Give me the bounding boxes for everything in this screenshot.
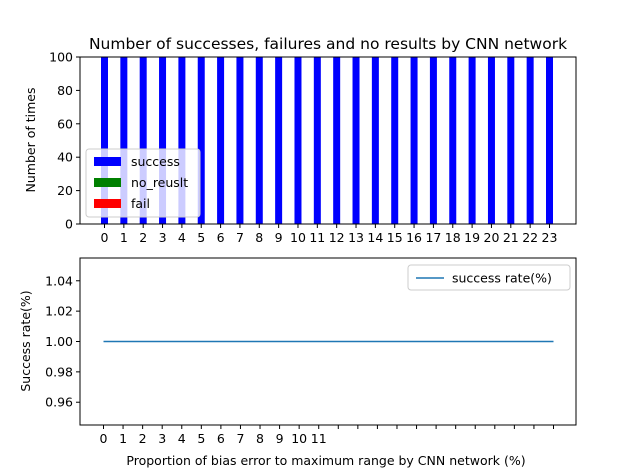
x-tick-label: 1 <box>119 431 127 446</box>
bar-success <box>546 57 553 224</box>
y-axis-ticks: 0 20 40 60 80 100 <box>49 50 80 232</box>
x-tick-label: 23 <box>542 230 558 245</box>
x-tick-label: 6 <box>217 230 225 245</box>
bar-success <box>275 57 283 224</box>
x-tick-label: 0 <box>100 431 108 446</box>
x-tick-label: 7 <box>236 230 244 245</box>
x-tick-label: 21 <box>503 230 519 245</box>
legend-swatch <box>94 199 121 208</box>
x-tick-label: 9 <box>276 431 284 446</box>
x-tick-label: 2 <box>139 230 147 245</box>
plot-frame <box>79 56 577 225</box>
bar-success <box>101 57 108 224</box>
bar-success <box>159 57 167 224</box>
x-tick-label: 8 <box>256 431 264 446</box>
y-axis-ticks: 0.96 0.98 1.00 1.02 1.04 <box>45 273 80 410</box>
y-tick-label: 1.02 <box>45 304 73 319</box>
x-tick-label: 22 <box>522 230 538 245</box>
bar-success <box>313 57 321 224</box>
bar-success <box>391 57 399 224</box>
x-axis-ticks: 0 1 2 3 4 5 6 7 8 9 10 11 <box>100 425 554 446</box>
x-tick-label: 5 <box>197 230 205 245</box>
x-tick-label: 4 <box>178 431 186 446</box>
x-tick-label: 6 <box>217 431 225 446</box>
x-tick-label: 20 <box>484 230 500 245</box>
bar-success <box>449 57 457 224</box>
y-tick-label: 0.96 <box>45 395 73 410</box>
y-tick-label: 0 <box>65 217 73 232</box>
y-tick-label: 1.04 <box>45 273 73 288</box>
line-chart: Proportion of bias error to maximum rang… <box>18 257 577 468</box>
y-tick-label: 80 <box>57 83 73 98</box>
bar-success <box>371 57 379 224</box>
x-tick-label: 16 <box>406 230 422 245</box>
bar-success <box>139 57 147 224</box>
bar-success <box>526 57 534 224</box>
bar-success <box>236 57 244 224</box>
bar-success <box>197 57 205 224</box>
x-tick-label: 7 <box>236 431 244 446</box>
bar-success <box>468 57 476 224</box>
x-tick-label: 3 <box>159 230 167 245</box>
bar-series <box>101 57 553 224</box>
bar-success <box>410 57 418 224</box>
x-tick-label: 5 <box>197 431 205 446</box>
x-tick-label: 17 <box>425 230 441 245</box>
y-tick-label: 20 <box>57 183 73 198</box>
bar-success <box>178 57 186 224</box>
x-tick-label: 3 <box>158 431 166 446</box>
legend-swatch <box>94 178 121 187</box>
bar-success <box>429 57 437 224</box>
x-tick-label: 2 <box>139 431 147 446</box>
x-tick-label: 11 <box>309 230 325 245</box>
x-tick-label: 13 <box>348 230 364 245</box>
legend-label: success <box>131 154 180 169</box>
x-tick-label: 4 <box>178 230 186 245</box>
bar-success <box>487 57 495 224</box>
x-tick-label: 19 <box>464 230 480 245</box>
plot-frame <box>79 257 577 426</box>
y-axis-label: Number of times <box>23 88 38 193</box>
y-axis-label: Success rate(%) <box>18 290 33 391</box>
x-tick-label: 14 <box>367 230 383 245</box>
legend-label: no_reuslt <box>131 175 188 190</box>
x-tick-label: 9 <box>275 230 283 245</box>
y-tick-label: 100 <box>49 50 73 65</box>
x-tick-label: 11 <box>311 431 327 446</box>
legend-box <box>407 264 571 291</box>
bar-success <box>217 57 225 224</box>
x-tick-label: 15 <box>387 230 403 245</box>
bar-success <box>507 57 515 224</box>
bar-success <box>120 57 128 224</box>
legend: success rate(%) <box>407 264 571 291</box>
bar-chart: Number of successes, failures and no res… <box>23 35 577 245</box>
x-tick-label: 10 <box>291 431 307 446</box>
legend-label: success rate(%) <box>452 271 552 286</box>
x-axis-ticks: 0 1 2 3 4 5 6 7 8 9 10 11 12 13 14 15 16 17 18 19 20 21 22 23 <box>101 224 558 245</box>
chart-title: Number of successes, failures and no res… <box>89 35 567 53</box>
bar-success <box>294 57 302 224</box>
bar-success <box>333 57 341 224</box>
bar-success <box>352 57 360 224</box>
x-tick-label: 12 <box>329 230 345 245</box>
x-axis-label: Proportion of bias error to maximum rang… <box>126 453 525 468</box>
bar-success <box>255 57 263 224</box>
legend-swatch <box>94 157 121 166</box>
y-tick-label: 40 <box>57 150 73 165</box>
legend-label: fail <box>131 196 150 211</box>
y-tick-label: 1.00 <box>45 334 73 349</box>
x-tick-label: 0 <box>101 230 109 245</box>
y-tick-label: 0.98 <box>45 364 73 379</box>
y-tick-label: 60 <box>57 116 73 131</box>
x-tick-label: 18 <box>445 230 461 245</box>
x-tick-label: 8 <box>255 230 263 245</box>
x-tick-label: 1 <box>120 230 128 245</box>
x-tick-label: 10 <box>290 230 306 245</box>
